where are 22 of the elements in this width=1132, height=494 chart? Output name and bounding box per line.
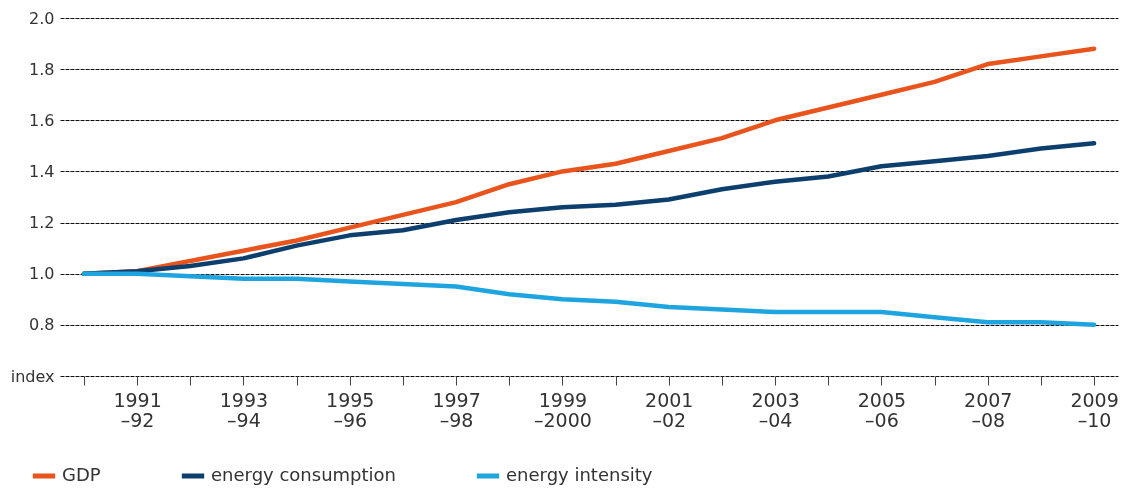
- x-tick-label: 1999 –2000: [533, 388, 592, 431]
- legend-label: GDP: [62, 464, 101, 485]
- x-tick-label: 1997 –98: [432, 388, 481, 431]
- x-tick-label: 2009 –10: [1070, 388, 1119, 431]
- x-tick-label: 1995 –96: [326, 388, 375, 431]
- x-tick-label: 2001 –02: [645, 388, 694, 431]
- line-series: [81, 271, 1097, 328]
- y-tick-label: 1.0: [29, 264, 55, 284]
- y-tick-label: index: [10, 366, 55, 386]
- x-tick-label: 1991 –92: [113, 388, 162, 431]
- x-tick-label: 2003 –04: [751, 388, 800, 431]
- legend-label: energy consumption: [211, 464, 396, 485]
- y-tick-label: 1.4: [29, 161, 55, 181]
- y-tick-label: 1.8: [29, 59, 55, 79]
- x-tick-label: 2007 –08: [964, 388, 1013, 431]
- y-tick-label: 2.0: [29, 8, 55, 28]
- y-tick-label: 1.6: [29, 110, 55, 130]
- y-tick-label: 1.2: [29, 213, 55, 233]
- x-tick-label: 1993 –94: [219, 388, 269, 431]
- legend-label: energy intensity: [506, 464, 653, 485]
- y-tick-label: 0.8: [29, 315, 55, 335]
- x-tick-label: 2005 –06: [857, 388, 907, 431]
